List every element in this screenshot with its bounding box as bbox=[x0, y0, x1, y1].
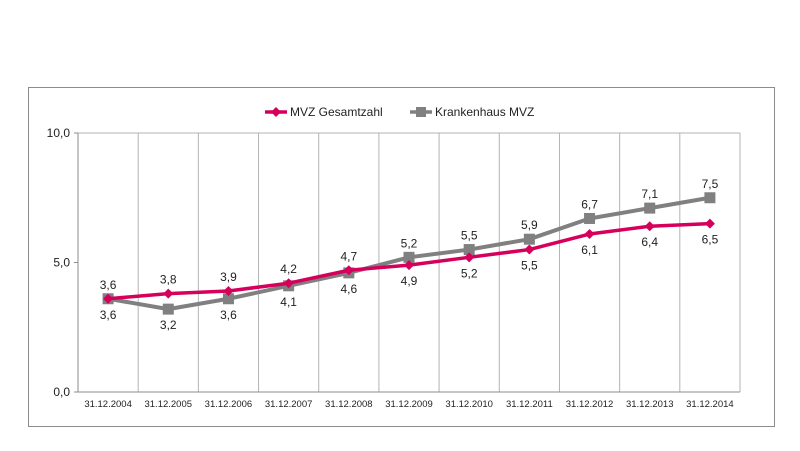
data-point bbox=[644, 221, 655, 232]
data-point bbox=[463, 244, 475, 256]
data-point bbox=[584, 229, 595, 240]
data-point bbox=[222, 293, 234, 305]
x-tick-label: 31.12.2009 bbox=[385, 399, 433, 410]
data-label: 3,6 bbox=[100, 308, 117, 322]
legend-label: MVZ Gesamtzahl bbox=[290, 105, 383, 119]
data-label: 6,4 bbox=[641, 235, 658, 249]
x-tick-label: 31.12.2007 bbox=[265, 399, 313, 410]
data-label: 6,5 bbox=[702, 233, 719, 247]
data-point bbox=[523, 233, 535, 245]
data-point bbox=[524, 244, 535, 255]
data-point bbox=[223, 285, 234, 296]
legend-marker bbox=[416, 107, 426, 117]
data-label: 5,9 bbox=[521, 218, 538, 232]
data-label: 5,2 bbox=[401, 236, 418, 250]
data-point bbox=[343, 265, 354, 276]
data-point bbox=[704, 218, 715, 229]
data-label: 5,2 bbox=[461, 266, 478, 280]
data-label: 4,1 bbox=[280, 295, 297, 309]
chart-frame bbox=[28, 87, 775, 427]
data-point bbox=[404, 260, 414, 271]
data-label: 3,6 bbox=[220, 308, 237, 322]
x-tick-label: 31.12.2005 bbox=[144, 399, 192, 410]
data-label: 3,6 bbox=[100, 278, 117, 292]
data-point bbox=[584, 212, 596, 224]
data-label: 3,2 bbox=[160, 318, 177, 332]
y-tick-label: 5,0 bbox=[53, 256, 70, 270]
data-label: 3,8 bbox=[160, 273, 177, 287]
data-point bbox=[464, 252, 475, 263]
data-label: 6,1 bbox=[581, 243, 598, 257]
data-label: 4,7 bbox=[340, 249, 357, 263]
data-label: 4,2 bbox=[280, 262, 297, 276]
data-label: 7,5 bbox=[702, 177, 719, 191]
legend-marker bbox=[271, 107, 281, 117]
data-point bbox=[283, 278, 294, 289]
data-point bbox=[163, 288, 174, 299]
x-tick-label: 31.12.2008 bbox=[325, 399, 373, 410]
data-point bbox=[162, 303, 174, 315]
x-tick-label: 31.12.2010 bbox=[445, 399, 493, 410]
x-tick-label: 31.12.2011 bbox=[506, 399, 553, 410]
x-tick-label: 31.12.2004 bbox=[84, 399, 132, 410]
x-tick-label: 31.12.2006 bbox=[205, 399, 253, 410]
data-point bbox=[704, 192, 716, 204]
data-label: 5,5 bbox=[461, 229, 478, 243]
data-point bbox=[644, 202, 656, 214]
x-tick-label: 31.12.2014 bbox=[686, 399, 734, 410]
data-point bbox=[103, 293, 114, 304]
legend-label: Krankenhaus MVZ bbox=[435, 105, 534, 119]
x-tick-label: 31.12.2013 bbox=[626, 399, 674, 410]
data-point bbox=[403, 251, 415, 263]
x-tick-label: 31.12.2012 bbox=[566, 399, 614, 410]
y-tick-label: 10,0 bbox=[47, 126, 71, 140]
data-label: 3,9 bbox=[220, 270, 237, 284]
data-label: 4,6 bbox=[340, 282, 357, 296]
data-label: 4,9 bbox=[401, 274, 418, 288]
data-label: 7,1 bbox=[641, 187, 658, 201]
data-label: 5,5 bbox=[521, 259, 538, 273]
data-label: 6,7 bbox=[581, 197, 598, 211]
y-tick-label: 0,0 bbox=[53, 385, 70, 399]
